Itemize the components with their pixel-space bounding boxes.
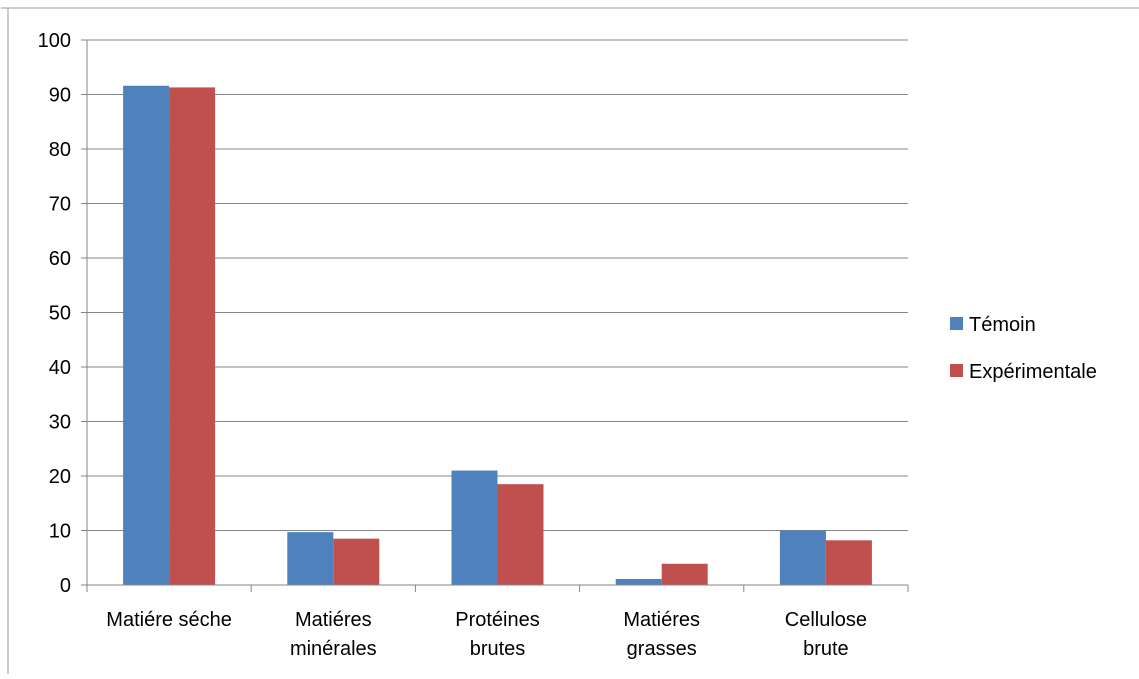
x-category-label-line: minérales (290, 638, 377, 660)
x-category-label-line: Protéines (455, 609, 540, 631)
bar-experimentale-3 (661, 563, 708, 585)
x-category-label-line: Matiére séche (106, 609, 232, 631)
x-category-label-line: brute (803, 638, 849, 660)
bar-experimentale-0 (169, 87, 216, 585)
y-axis-tick-labels: 0 10 20 30 40 50 60 70 80 90 100 (38, 30, 71, 597)
bar-experimentale-2 (497, 484, 544, 585)
y-tick-label: 80 (49, 139, 71, 161)
y-tick-label: 60 (49, 248, 71, 270)
gridlines (87, 39, 908, 531)
y-tick-label: 0 (60, 575, 71, 597)
x-category-label: Cellulose brute (785, 609, 867, 660)
x-category-label-line: grasses (627, 638, 697, 660)
x-category-label-line: Matiéres (623, 609, 700, 631)
legend-swatch (950, 317, 963, 330)
y-tick-label: 10 (49, 521, 71, 543)
bar-temoin-2 (451, 470, 498, 585)
x-category-label: Matiéres grasses (623, 609, 700, 660)
x-category-label: Matiére séche (106, 609, 232, 631)
bar-experimentale-4 (825, 540, 872, 585)
bar-temoin-4 (779, 530, 826, 585)
y-tick-label: 100 (38, 30, 71, 52)
legend: Témoin Expérimentale (950, 314, 1097, 383)
bar-temoin-3 (615, 579, 662, 585)
x-axis-category-labels: Matiére séche Matiéres minérales Protéines b… (106, 609, 867, 660)
bar-temoin-1 (287, 532, 334, 585)
axes (81, 39, 909, 592)
bars (123, 85, 872, 585)
x-category-label: Matiéres minérales (290, 609, 377, 660)
legend-label: Expérimentale (969, 361, 1097, 383)
y-tick-label: 70 (49, 194, 71, 216)
y-tick-label: 30 (49, 412, 71, 434)
y-tick-label: 40 (49, 357, 71, 379)
y-tick-label: 20 (49, 466, 71, 488)
bar-temoin-0 (123, 85, 170, 585)
y-tick-label: 50 (49, 303, 71, 325)
bar-experimentale-1 (333, 538, 380, 585)
x-category-label: Protéines brutes (455, 609, 540, 660)
y-tick-label: 90 (49, 85, 71, 107)
legend-swatch (950, 364, 963, 377)
legend-label: Témoin (969, 314, 1036, 336)
x-category-label-line: Matiéres (295, 609, 372, 631)
x-category-label-line: brutes (470, 638, 526, 660)
x-category-label-line: Cellulose (785, 609, 867, 631)
